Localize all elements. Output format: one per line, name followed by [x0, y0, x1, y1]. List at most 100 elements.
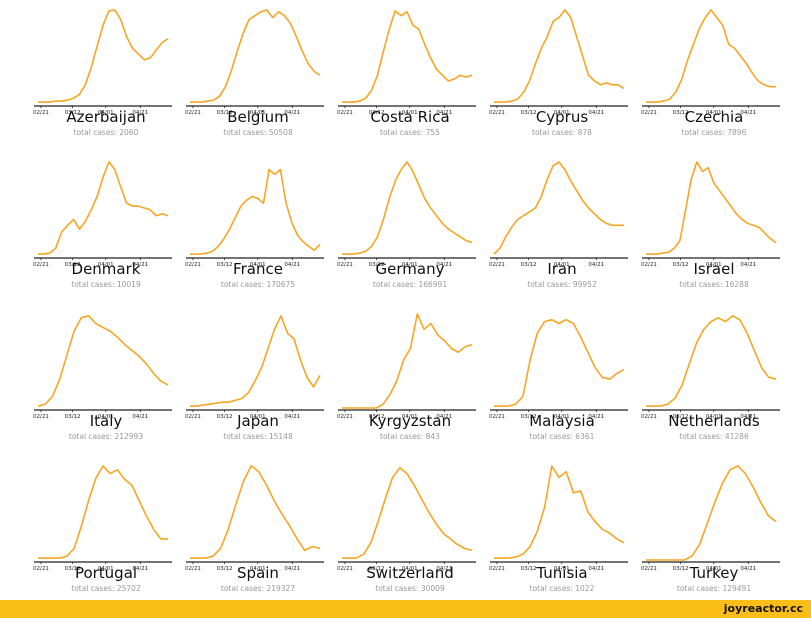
site-watermark[interactable]: joyreactor.cc: [723, 602, 803, 615]
country-title: Czechia: [684, 108, 744, 126]
x-tick-label: 04/01: [98, 566, 114, 572]
x-tick-label: 04/21: [588, 566, 604, 572]
x-tick-label: 03/12: [673, 566, 689, 572]
series-line: [493, 161, 624, 255]
total-cases-label: total cases: 170675: [220, 280, 296, 289]
country-title: Japan: [237, 412, 279, 430]
x-tick-label: 04/01: [250, 262, 266, 268]
line-chart: 02/21 03/12 04/01 04/21: [641, 315, 780, 420]
total-cases-label: total cases: 6361: [529, 432, 595, 441]
chart-panel-france: 02/21 03/12 04/01 04/21 France total cases: 1…: [182, 152, 334, 302]
series-line: [494, 465, 625, 559]
total-cases-label: total cases: 755: [380, 128, 440, 137]
total-cases-label: total cases: 99952: [527, 280, 597, 289]
x-tick-label: 04/01: [706, 566, 722, 572]
x-tick-label: 03/12: [521, 566, 537, 572]
series-line: [190, 9, 321, 103]
country-title: Denmark: [71, 260, 141, 278]
total-cases-label: total cases: 219327: [220, 584, 296, 593]
line-chart: 02/21 03/12 04/01 04/21: [185, 168, 324, 268]
chart-panel-denmark: 02/21 03/12 04/01 04/21 Denmark total cases: …: [30, 152, 182, 302]
chart-panel-tunisia: 02/21 03/12 04/01 04/21 Tunisia total cases: …: [486, 456, 638, 606]
x-tick-label: 03/12: [521, 262, 537, 268]
x-tick-label: 04/01: [706, 414, 722, 420]
country-title: Italy: [89, 412, 123, 430]
x-tick-label: 03/12: [521, 414, 537, 420]
x-tick-label: 02/21: [185, 566, 201, 572]
series-line: [342, 467, 473, 559]
x-tick-label: 04/21: [588, 110, 604, 116]
series-line: [190, 315, 321, 407]
x-tick-label: 04/21: [132, 262, 148, 268]
series-line: [37, 315, 169, 407]
chart-panel-czechia: 02/21 03/12 04/01 04/21 Czechia total cases: …: [638, 0, 790, 150]
x-tick-label: 04/21: [436, 262, 452, 268]
x-tick-label: 02/21: [641, 262, 657, 268]
x-tick-label: 04/01: [554, 110, 570, 116]
x-tick-label: 04/01: [98, 262, 114, 268]
x-tick-label: 04/01: [706, 262, 722, 268]
line-chart: 02/21 03/12 04/01 04/21: [489, 161, 628, 268]
x-tick-label: 04/21: [284, 262, 300, 268]
total-cases-label: total cases: 878: [532, 128, 592, 137]
x-tick-label: 03/12: [65, 566, 81, 572]
x-tick-label: 04/01: [554, 566, 570, 572]
x-tick-label: 02/21: [489, 110, 505, 116]
total-cases-label: total cases: 129491: [676, 584, 752, 593]
chart-grid: 02/21 03/12 04/01 04/21 Azerbaijan total case…: [30, 0, 790, 593]
chart-panel-portugal: 02/21 03/12 04/01 04/21 Portugal total cases:…: [30, 456, 182, 606]
series-line: [494, 9, 625, 103]
x-tick-label: 02/21: [185, 110, 201, 116]
x-tick-label: 02/21: [641, 414, 657, 420]
x-tick-label: 02/21: [33, 110, 49, 116]
total-cases-label: total cases: 16288: [679, 280, 749, 289]
line-chart: 02/21 03/12 04/01 04/21: [337, 313, 476, 420]
x-tick-label: 04/21: [588, 262, 604, 268]
x-tick-label: 02/21: [337, 110, 353, 116]
x-tick-label: 04/21: [436, 566, 452, 572]
footer-bar: joyreactor.cc: [0, 600, 811, 618]
chart-panel-belgium: 02/21 03/12 04/01 04/21 Belgium total cases: …: [182, 0, 334, 150]
total-cases-label: total cases: 212993: [68, 432, 144, 441]
total-cases-label: total cases: 1022: [529, 584, 595, 593]
x-tick-label: 04/01: [402, 262, 418, 268]
line-chart: 02/21 03/12 04/01 04/21: [33, 9, 172, 116]
line-chart: 02/21 03/12 04/01 04/21: [185, 9, 324, 116]
x-tick-label: 03/12: [217, 414, 233, 420]
country-title: Germany: [375, 260, 445, 278]
x-tick-label: 03/12: [217, 110, 233, 116]
x-tick-label: 04/21: [132, 110, 148, 116]
x-tick-label: 04/01: [706, 110, 722, 116]
line-chart: 02/21 03/12 04/01 04/21: [33, 161, 172, 268]
total-cases-label: total cases: 166991: [372, 280, 448, 289]
line-chart: 02/21 03/12 04/01 04/21: [33, 315, 172, 420]
series-line: [38, 9, 169, 103]
line-chart: 02/21 03/12 04/01 04/21: [641, 161, 780, 268]
country-title: Turkey: [689, 564, 739, 582]
x-tick-label: 04/21: [436, 414, 452, 420]
chart-panel-azerbaijan: 02/21 03/12 04/01 04/21 Azerbaijan total case…: [30, 0, 182, 150]
x-tick-label: 02/21: [33, 566, 49, 572]
series-line: [646, 465, 777, 561]
chart-panel-netherlands: 02/21 03/12 04/01 04/21 Netherlands total cas…: [638, 304, 790, 454]
x-tick-label: 02/21: [33, 262, 49, 268]
x-tick-label: 03/12: [65, 414, 81, 420]
country-title: France: [233, 260, 283, 278]
line-chart: 02/21 03/12 04/01 04/21: [33, 465, 172, 572]
chart-panel-japan: 02/21 03/12 04/01 04/21 Japan total cases: 15…: [182, 304, 334, 454]
series-line: [494, 318, 625, 407]
x-tick-label: 03/12: [217, 566, 233, 572]
x-tick-label: 04/01: [98, 414, 114, 420]
x-tick-label: 03/12: [65, 110, 81, 116]
line-chart: 02/21 03/12 04/01 04/21: [641, 9, 780, 116]
x-tick-label: 02/21: [337, 262, 353, 268]
series-line: [342, 161, 473, 255]
line-chart: 02/21 03/12 04/01 04/21: [641, 465, 780, 572]
series-line: [190, 465, 321, 559]
x-tick-label: 02/21: [337, 414, 353, 420]
country-title: Kyrgyzstan: [368, 412, 452, 430]
x-tick-label: 03/12: [673, 262, 689, 268]
x-tick-label: 04/01: [250, 414, 266, 420]
line-chart: 02/21 03/12 04/01 04/21: [489, 318, 628, 420]
chart-panel-spain: 02/21 03/12 04/01 04/21 Spain total cases: 21…: [182, 456, 334, 606]
